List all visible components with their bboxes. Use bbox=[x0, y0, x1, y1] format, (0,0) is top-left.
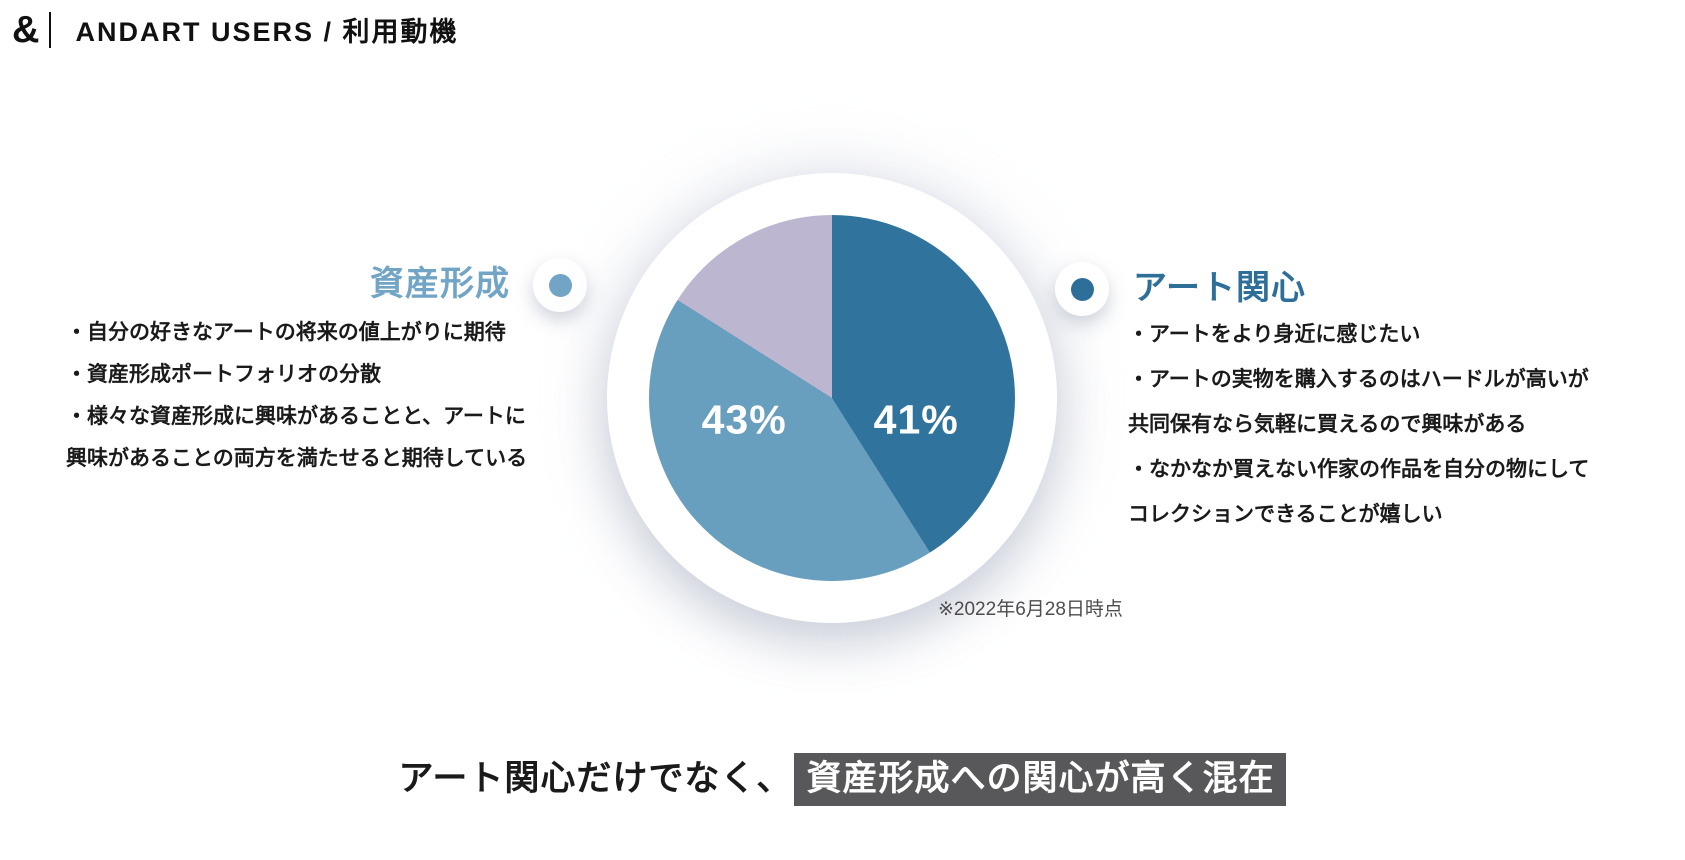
left-bullet-list: ・自分の好きなアートの将来の値上がりに期待 ・資産形成ポートフォリオの分散 ・様… bbox=[66, 312, 596, 480]
legend-dot-dark-blue-icon bbox=[1070, 277, 1094, 301]
left-section-title: 資産形成 bbox=[370, 265, 510, 303]
bullet-line: ・アートをより身近に感じたい bbox=[1128, 323, 1421, 346]
bullet-line: ・なかなか買えない作家の作品を自分の物にして bbox=[1128, 458, 1590, 481]
logo-divider bbox=[49, 11, 52, 48]
conclusion-banner: アート関心だけでなく、 資産形成への関心が高く混在 bbox=[0, 750, 1685, 806]
bullet-line: ・自分の好きなアートの将来の値上がりに期待 bbox=[66, 321, 506, 344]
bullet-line: ・様々な資産形成に興味があることと、アートに bbox=[66, 405, 526, 428]
conclusion-plain-text: アート関心だけでなく、 bbox=[398, 759, 793, 798]
left-legend-badge bbox=[533, 258, 587, 312]
header: & ANDART USERS / 利用動機 bbox=[10, 10, 458, 49]
bullet-line: 興味があることの両方を満たせると期待している bbox=[66, 447, 528, 470]
pie-label-41: 41% bbox=[873, 396, 959, 443]
bullet-line: コレクションできることが嬉しい bbox=[1128, 503, 1443, 526]
date-footnote: ※2022年6月28日時点 bbox=[938, 599, 1123, 620]
right-legend-badge bbox=[1055, 262, 1109, 316]
right-section-title: アート関心 bbox=[1133, 269, 1306, 307]
bullet-line: ・アートの実物を購入するのはハードルが高いが bbox=[1128, 368, 1589, 391]
pie-label-43: 43% bbox=[701, 396, 787, 443]
bullet-line: ・資産形成ポートフォリオの分散 bbox=[66, 363, 381, 386]
page-title: ANDART USERS / 利用動機 bbox=[75, 17, 459, 47]
pie-chart: 43% 41% bbox=[649, 215, 1015, 581]
andart-logo: & bbox=[12, 8, 40, 51]
right-bullet-list: ・アートをより身近に感じたい ・アートの実物を購入するのはハードルが高いが 共同… bbox=[1128, 312, 1608, 537]
conclusion-highlight-text: 資産形成への関心が高く混在 bbox=[794, 753, 1287, 806]
legend-dot-light-blue-icon bbox=[548, 273, 572, 297]
bullet-line: 共同保有なら気軽に買えるので興味がある bbox=[1128, 413, 1527, 436]
